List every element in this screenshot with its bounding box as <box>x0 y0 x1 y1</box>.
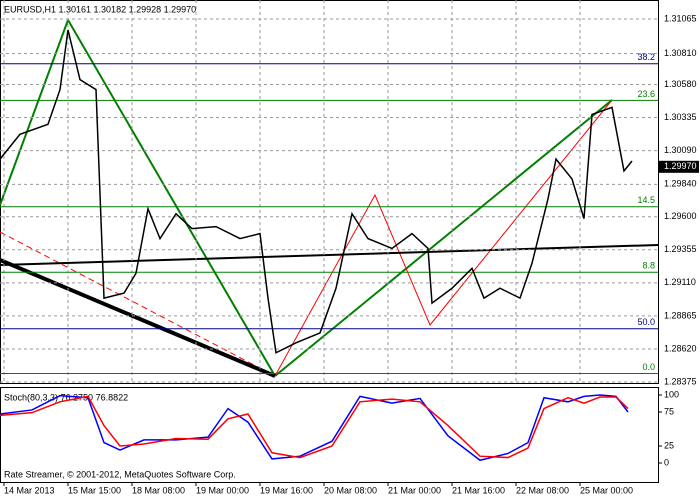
x-tick-label: 21 Mar 16:00 <box>452 485 505 495</box>
y-tick-label: 75 <box>664 406 674 416</box>
x-tick-label: 14 Mar 2013 <box>4 485 55 495</box>
x-tick-label: 22 Mar 08:00 <box>516 485 569 495</box>
y-tick-label: 1.28620 <box>664 343 697 353</box>
y-tick-label: 1.30580 <box>664 79 697 89</box>
price-line <box>0 395 629 459</box>
fibo-label: 50.0 <box>637 317 655 327</box>
trend-line <box>67 19 276 377</box>
zigzag <box>274 99 613 377</box>
fibo-label: 38.2 <box>637 52 655 62</box>
sub-frame <box>0 387 659 483</box>
y-tick-label: 100 <box>664 389 679 399</box>
y-tick-label: 25 <box>664 440 674 450</box>
x-tick-label: 19 Mar 16:00 <box>260 485 313 495</box>
price-line <box>0 29 633 354</box>
y-tick-label: 0 <box>664 457 669 467</box>
y-tick-label: 1.28865 <box>664 310 697 320</box>
x-tick-label: 15 Mar 15:00 <box>68 485 121 495</box>
fibo-label: 23.6 <box>637 89 655 99</box>
y-tick-label: 1.30810 <box>664 48 697 58</box>
trend-line <box>0 258 276 378</box>
y-tick-label: 1.29355 <box>664 244 697 254</box>
x-tick-label: 21 Mar 00:00 <box>388 485 441 495</box>
x-tick-label: 18 Mar 08:00 <box>132 485 185 495</box>
fibo-label: 14.5 <box>637 195 655 205</box>
trend-line <box>0 231 276 377</box>
price-line <box>0 394 629 462</box>
x-tick-label: 25 Mar 00:00 <box>580 485 633 495</box>
y-tick-label: 1.30335 <box>664 112 697 122</box>
trend-line <box>0 19 69 206</box>
x-tick-label: 19 Mar 00:00 <box>196 485 249 495</box>
chart-title: EURUSD,H1 1.30161 1.30182 1.29928 1.2997… <box>4 4 196 14</box>
fibo-label: 0.0 <box>642 362 655 372</box>
y-tick-label: 1.29110 <box>664 277 696 287</box>
y-tick-label: 1.29840 <box>664 179 697 189</box>
x-tick-label: 20 Mar 08:00 <box>324 485 377 495</box>
trend-line <box>274 99 613 377</box>
trend-line <box>0 244 659 266</box>
last-price-label: 1.29970 <box>664 161 697 171</box>
fibo-label: 8.8 <box>642 261 655 271</box>
y-tick-label: 1.31065 <box>664 13 697 23</box>
last-price-box <box>659 160 699 173</box>
y-tick-label: 1.29600 <box>664 211 697 221</box>
y-tick-label: 1.30090 <box>664 145 697 155</box>
drawn-objects <box>0 19 659 378</box>
y-tick-label: 1.28375 <box>664 376 697 386</box>
indicator-title: Stoch(80,3,3) 76.2750 76.8822 <box>4 392 128 402</box>
copyright: Rate Streamer, © 2001-2012, MetaQuotes S… <box>4 469 236 479</box>
